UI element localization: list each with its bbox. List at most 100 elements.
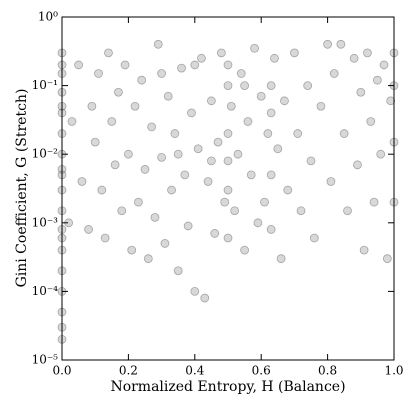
point [386, 96, 396, 106]
x-axis-label: Normalized Entropy, H (Balance) [110, 379, 345, 395]
point [197, 53, 206, 63]
point [173, 149, 183, 159]
point [177, 63, 186, 73]
point [157, 152, 167, 162]
point [223, 233, 233, 243]
point [283, 185, 293, 195]
point [263, 129, 273, 138]
point [190, 286, 200, 296]
point [140, 165, 150, 174]
point [343, 206, 352, 216]
point [280, 96, 289, 106]
point [273, 144, 283, 154]
point [147, 122, 157, 132]
point [266, 108, 276, 118]
point [363, 48, 372, 58]
point [296, 206, 306, 216]
point [153, 39, 163, 49]
point [180, 170, 190, 180]
point [127, 245, 137, 255]
point [123, 149, 133, 159]
point [137, 75, 147, 85]
point [382, 254, 392, 264]
point [90, 137, 100, 147]
point [94, 69, 103, 78]
y-tick-label: 10⁻⁵ [32, 353, 59, 367]
point [223, 185, 233, 195]
point [143, 254, 153, 264]
point [316, 101, 326, 111]
point [243, 117, 253, 126]
point [266, 170, 276, 180]
point [110, 160, 120, 170]
y-tick-label: 10⁰ [38, 10, 58, 24]
y-tick-label: 10⁻³ [32, 215, 59, 229]
point [266, 81, 276, 90]
point [372, 75, 382, 85]
point [230, 206, 240, 216]
x-tick-label: 0.8 [318, 364, 337, 378]
point [356, 87, 366, 97]
point [226, 101, 236, 111]
point [379, 60, 389, 70]
point [206, 96, 216, 106]
x-tick-label: 0.6 [252, 364, 271, 378]
point [167, 185, 176, 195]
point [303, 81, 313, 90]
point [87, 101, 97, 111]
point [306, 156, 316, 166]
point [323, 39, 333, 49]
point [203, 177, 213, 186]
point [74, 60, 83, 70]
point [160, 239, 170, 248]
x-tick-label: 0.4 [185, 364, 204, 378]
point [270, 53, 279, 63]
point [220, 197, 230, 207]
point [236, 69, 246, 78]
point [266, 225, 276, 234]
point [349, 53, 359, 63]
point [246, 170, 256, 180]
point [253, 218, 263, 228]
point [336, 39, 346, 49]
point [213, 137, 223, 147]
point [84, 225, 93, 234]
point [97, 185, 107, 195]
point [339, 129, 349, 138]
y-tick-label: 10⁻⁴ [32, 284, 59, 298]
point [233, 149, 243, 159]
point [359, 245, 369, 255]
point [210, 229, 220, 238]
point [216, 48, 226, 58]
point [193, 144, 203, 154]
point [256, 91, 266, 101]
point [100, 233, 110, 243]
y-tick-label: 10⁻² [32, 147, 59, 161]
point [173, 266, 183, 276]
point [326, 177, 336, 186]
point [250, 43, 259, 53]
point [369, 197, 379, 207]
point [353, 160, 362, 170]
point [67, 117, 77, 126]
point [376, 149, 386, 159]
point [223, 81, 233, 90]
point [240, 81, 250, 90]
point [276, 254, 286, 264]
x-tick-label: 0.0 [52, 364, 71, 378]
point [187, 108, 196, 118]
point [223, 156, 233, 166]
point [163, 91, 173, 101]
point [240, 245, 250, 255]
point [104, 48, 113, 58]
x-tick-label: 0.2 [119, 364, 138, 378]
point [77, 177, 87, 186]
point [190, 60, 200, 70]
point [223, 129, 233, 138]
point [200, 293, 210, 303]
point [293, 129, 303, 138]
y-axis-label: Gini Coefficient, G (Stretch) [14, 89, 30, 288]
plot-frame [61, 16, 395, 361]
y-tick-label: 10⁻¹ [32, 78, 58, 92]
